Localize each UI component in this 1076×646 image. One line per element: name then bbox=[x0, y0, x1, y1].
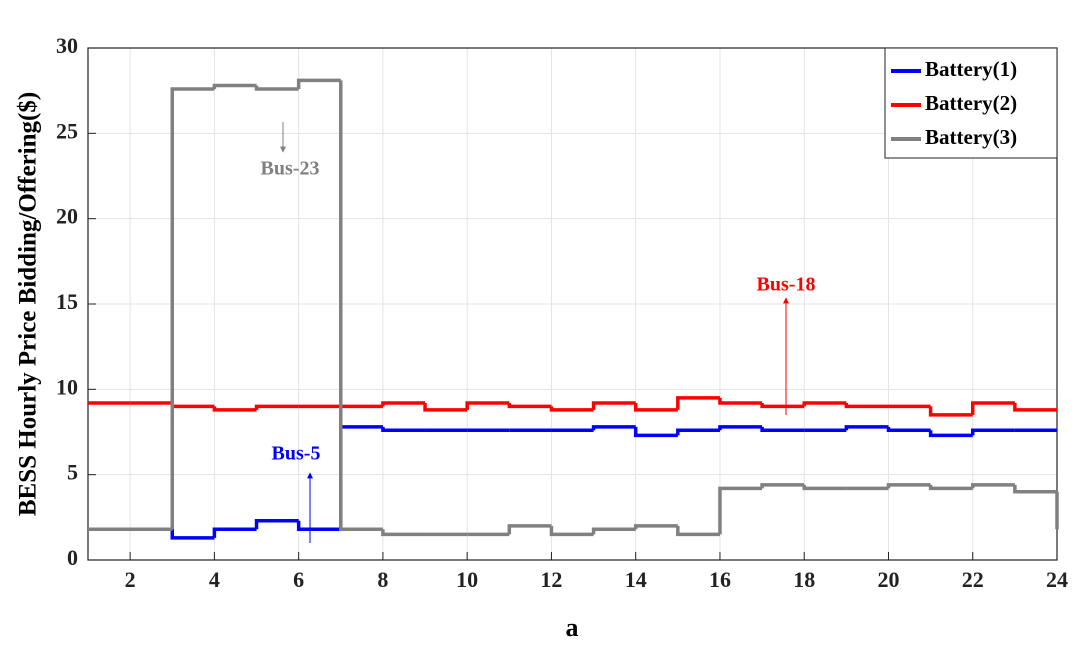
annotation: Bus-18 bbox=[757, 274, 816, 296]
step-segment bbox=[591, 401, 636, 410]
step-segment bbox=[507, 524, 552, 535]
y-tick-label: 30 bbox=[56, 33, 78, 58]
step-segment bbox=[970, 428, 1015, 436]
step-segment bbox=[507, 402, 552, 409]
y-tick-label: 25 bbox=[56, 118, 78, 143]
x-tick-label: 24 bbox=[1046, 567, 1068, 592]
x-axis-label: a bbox=[566, 613, 579, 642]
legend-label: Battery(3) bbox=[925, 125, 1017, 149]
step-segment bbox=[254, 85, 299, 91]
step-segment bbox=[465, 401, 510, 410]
x-tick-label: 12 bbox=[540, 567, 562, 592]
step-segment bbox=[886, 483, 931, 489]
x-tick-label: 2 bbox=[125, 567, 136, 592]
step-segment bbox=[212, 83, 257, 89]
step-segment bbox=[802, 484, 847, 491]
step-segment bbox=[1013, 484, 1057, 494]
legend-label: Battery(1) bbox=[925, 57, 1017, 81]
x-tick-label: 22 bbox=[962, 567, 984, 592]
step-segment bbox=[339, 80, 383, 532]
step-segment bbox=[676, 428, 720, 436]
step-segment bbox=[381, 401, 426, 407]
step-segment bbox=[676, 396, 720, 410]
x-tick-label: 20 bbox=[877, 567, 899, 592]
step-segment bbox=[970, 401, 1015, 415]
y-tick-label: 15 bbox=[56, 289, 78, 314]
step-segment bbox=[254, 518, 299, 530]
step-segment bbox=[844, 402, 889, 409]
step-segment bbox=[928, 430, 973, 438]
step-segment bbox=[633, 524, 678, 530]
step-segment bbox=[549, 406, 594, 412]
y-axis-label: BESS Hourly Price Bidding/Offering($) bbox=[15, 92, 42, 516]
step-segment bbox=[760, 483, 805, 489]
x-tick-label: 16 bbox=[709, 567, 731, 592]
step-segment bbox=[718, 486, 763, 535]
step-segment bbox=[549, 525, 594, 537]
step-segment bbox=[254, 404, 299, 410]
step-segment bbox=[423, 402, 468, 412]
step-segment bbox=[718, 425, 763, 431]
step-segment bbox=[760, 402, 805, 409]
step-segment bbox=[591, 425, 636, 431]
step-segment bbox=[1013, 402, 1057, 412]
step-segment bbox=[676, 525, 720, 537]
legend-label: Battery(2) bbox=[925, 91, 1017, 115]
step-segment bbox=[212, 527, 257, 538]
y-tick-label: 20 bbox=[56, 204, 78, 229]
x-tick-label: 14 bbox=[625, 567, 647, 592]
step-segment bbox=[633, 402, 678, 412]
step-segment bbox=[591, 527, 636, 535]
plot-border bbox=[87, 47, 1058, 561]
step-segment bbox=[760, 426, 805, 433]
annotation: Bus-5 bbox=[272, 443, 321, 465]
step-segment bbox=[170, 529, 215, 540]
y-tick-label: 5 bbox=[67, 460, 78, 485]
x-tick-label: 4 bbox=[209, 567, 220, 592]
x-tick-label: 18 bbox=[793, 567, 815, 592]
x-tick-label: 10 bbox=[456, 567, 478, 592]
step-segment bbox=[170, 87, 215, 530]
step-segment bbox=[212, 406, 257, 412]
y-tick-label: 10 bbox=[56, 374, 78, 399]
step-segment bbox=[844, 425, 889, 431]
step-segment bbox=[633, 426, 678, 438]
step-segment bbox=[718, 397, 763, 405]
step-segment bbox=[296, 78, 341, 89]
y-tick-label: 0 bbox=[67, 545, 78, 570]
step-segment bbox=[339, 425, 383, 530]
annotation: Bus-23 bbox=[261, 158, 320, 180]
step-segment bbox=[886, 426, 931, 433]
step-segment bbox=[928, 406, 973, 417]
step-segment bbox=[970, 483, 1015, 489]
step-segment bbox=[296, 520, 341, 532]
step-segment bbox=[170, 402, 215, 409]
x-tick-label: 8 bbox=[377, 567, 388, 592]
step-segment bbox=[381, 529, 426, 537]
step-segment bbox=[802, 401, 847, 407]
step-segment bbox=[381, 426, 426, 433]
x-tick-label: 6 bbox=[293, 567, 304, 592]
step-segment bbox=[928, 484, 973, 491]
